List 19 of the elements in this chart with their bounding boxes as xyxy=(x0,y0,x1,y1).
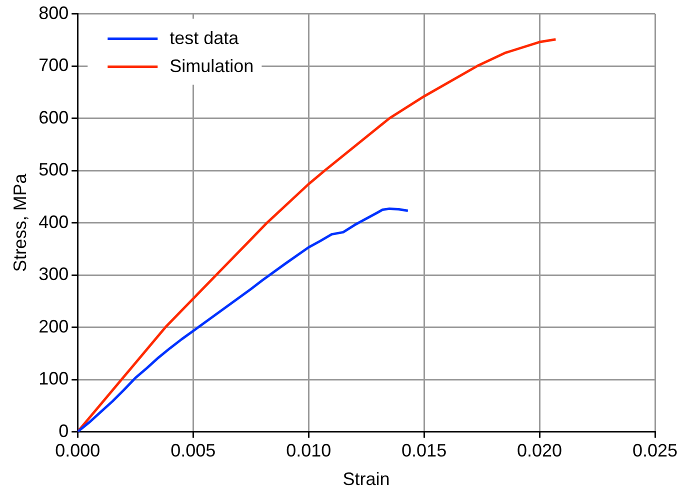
x-tick-label: 0.000 xyxy=(55,440,100,461)
y-tick-label: 700 xyxy=(38,55,69,76)
y-tick-label: 100 xyxy=(38,368,69,389)
x-axis-title: Strain xyxy=(342,469,390,490)
y-tick-label: 0 xyxy=(58,420,69,441)
x-tick-label: 0.025 xyxy=(632,440,678,461)
x-tick-label: 0.015 xyxy=(402,440,447,461)
legend-label: test data xyxy=(170,28,240,48)
x-tick-label: 0.020 xyxy=(517,440,562,461)
x-tick-label: 0.005 xyxy=(170,440,216,461)
y-tick-label: 600 xyxy=(38,107,69,128)
y-tick-label: 300 xyxy=(38,264,69,284)
y-tick-label: 400 xyxy=(38,212,69,232)
y-tick-label: 500 xyxy=(38,160,69,180)
y-tick-label: 800 xyxy=(38,2,69,23)
x-tick-label: 0.010 xyxy=(286,440,332,461)
legend-label: Simulation xyxy=(170,56,254,76)
y-tick-label: 200 xyxy=(38,316,69,336)
y-axis-title: Stress, MPa xyxy=(10,172,30,272)
